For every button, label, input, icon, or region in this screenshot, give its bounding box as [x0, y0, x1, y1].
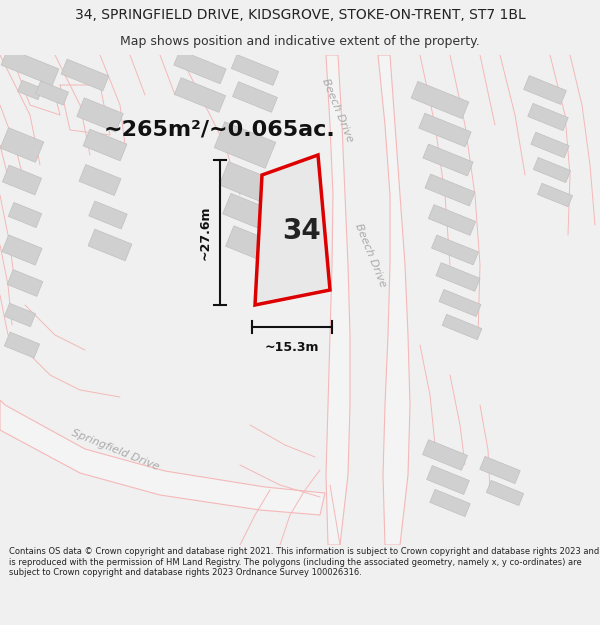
Polygon shape — [4, 332, 40, 358]
Text: ~15.3m: ~15.3m — [265, 341, 319, 354]
Polygon shape — [223, 193, 277, 232]
Polygon shape — [61, 59, 109, 91]
Polygon shape — [2, 235, 42, 265]
Text: Beech Drive: Beech Drive — [320, 77, 355, 143]
Polygon shape — [411, 81, 469, 119]
Polygon shape — [255, 155, 330, 305]
Polygon shape — [35, 81, 68, 105]
Polygon shape — [233, 82, 277, 112]
Polygon shape — [524, 76, 566, 104]
Polygon shape — [0, 127, 44, 162]
Polygon shape — [7, 269, 43, 296]
Polygon shape — [528, 103, 568, 131]
Polygon shape — [378, 55, 410, 545]
Text: Contains OS data © Crown copyright and database right 2021. This information is : Contains OS data © Crown copyright and d… — [9, 548, 599, 578]
Text: ~27.6m: ~27.6m — [199, 205, 212, 260]
Polygon shape — [427, 466, 469, 494]
Polygon shape — [83, 129, 127, 161]
Text: 34: 34 — [282, 217, 320, 245]
Polygon shape — [531, 132, 569, 158]
Polygon shape — [77, 98, 123, 132]
Polygon shape — [439, 289, 481, 316]
Polygon shape — [436, 262, 480, 291]
Polygon shape — [219, 162, 277, 204]
Polygon shape — [533, 158, 571, 182]
Polygon shape — [17, 81, 43, 99]
Polygon shape — [428, 204, 476, 236]
Polygon shape — [8, 202, 42, 228]
Polygon shape — [431, 235, 478, 265]
Text: Beech Drive: Beech Drive — [353, 222, 388, 288]
Polygon shape — [226, 226, 278, 264]
Polygon shape — [538, 183, 572, 207]
Polygon shape — [326, 55, 350, 545]
Polygon shape — [4, 303, 35, 327]
Polygon shape — [89, 201, 127, 229]
Polygon shape — [423, 144, 473, 176]
Polygon shape — [79, 164, 121, 196]
Polygon shape — [422, 440, 467, 470]
Polygon shape — [2, 165, 41, 195]
Polygon shape — [480, 456, 520, 484]
Polygon shape — [430, 489, 470, 517]
Polygon shape — [232, 54, 278, 86]
Polygon shape — [175, 78, 226, 112]
Polygon shape — [1, 48, 59, 86]
Polygon shape — [0, 400, 325, 515]
Polygon shape — [487, 481, 524, 506]
Text: ~265m²/~0.065ac.: ~265m²/~0.065ac. — [104, 120, 336, 140]
Text: Springfield Drive: Springfield Drive — [70, 428, 160, 472]
Polygon shape — [442, 314, 482, 339]
Text: Map shows position and indicative extent of the property.: Map shows position and indicative extent… — [120, 35, 480, 48]
Polygon shape — [88, 229, 132, 261]
Text: 34, SPRINGFIELD DRIVE, KIDSGROVE, STOKE-ON-TRENT, ST7 1BL: 34, SPRINGFIELD DRIVE, KIDSGROVE, STOKE-… — [74, 8, 526, 22]
Polygon shape — [214, 122, 276, 168]
Polygon shape — [425, 174, 475, 206]
Polygon shape — [174, 50, 226, 84]
Polygon shape — [419, 113, 471, 147]
